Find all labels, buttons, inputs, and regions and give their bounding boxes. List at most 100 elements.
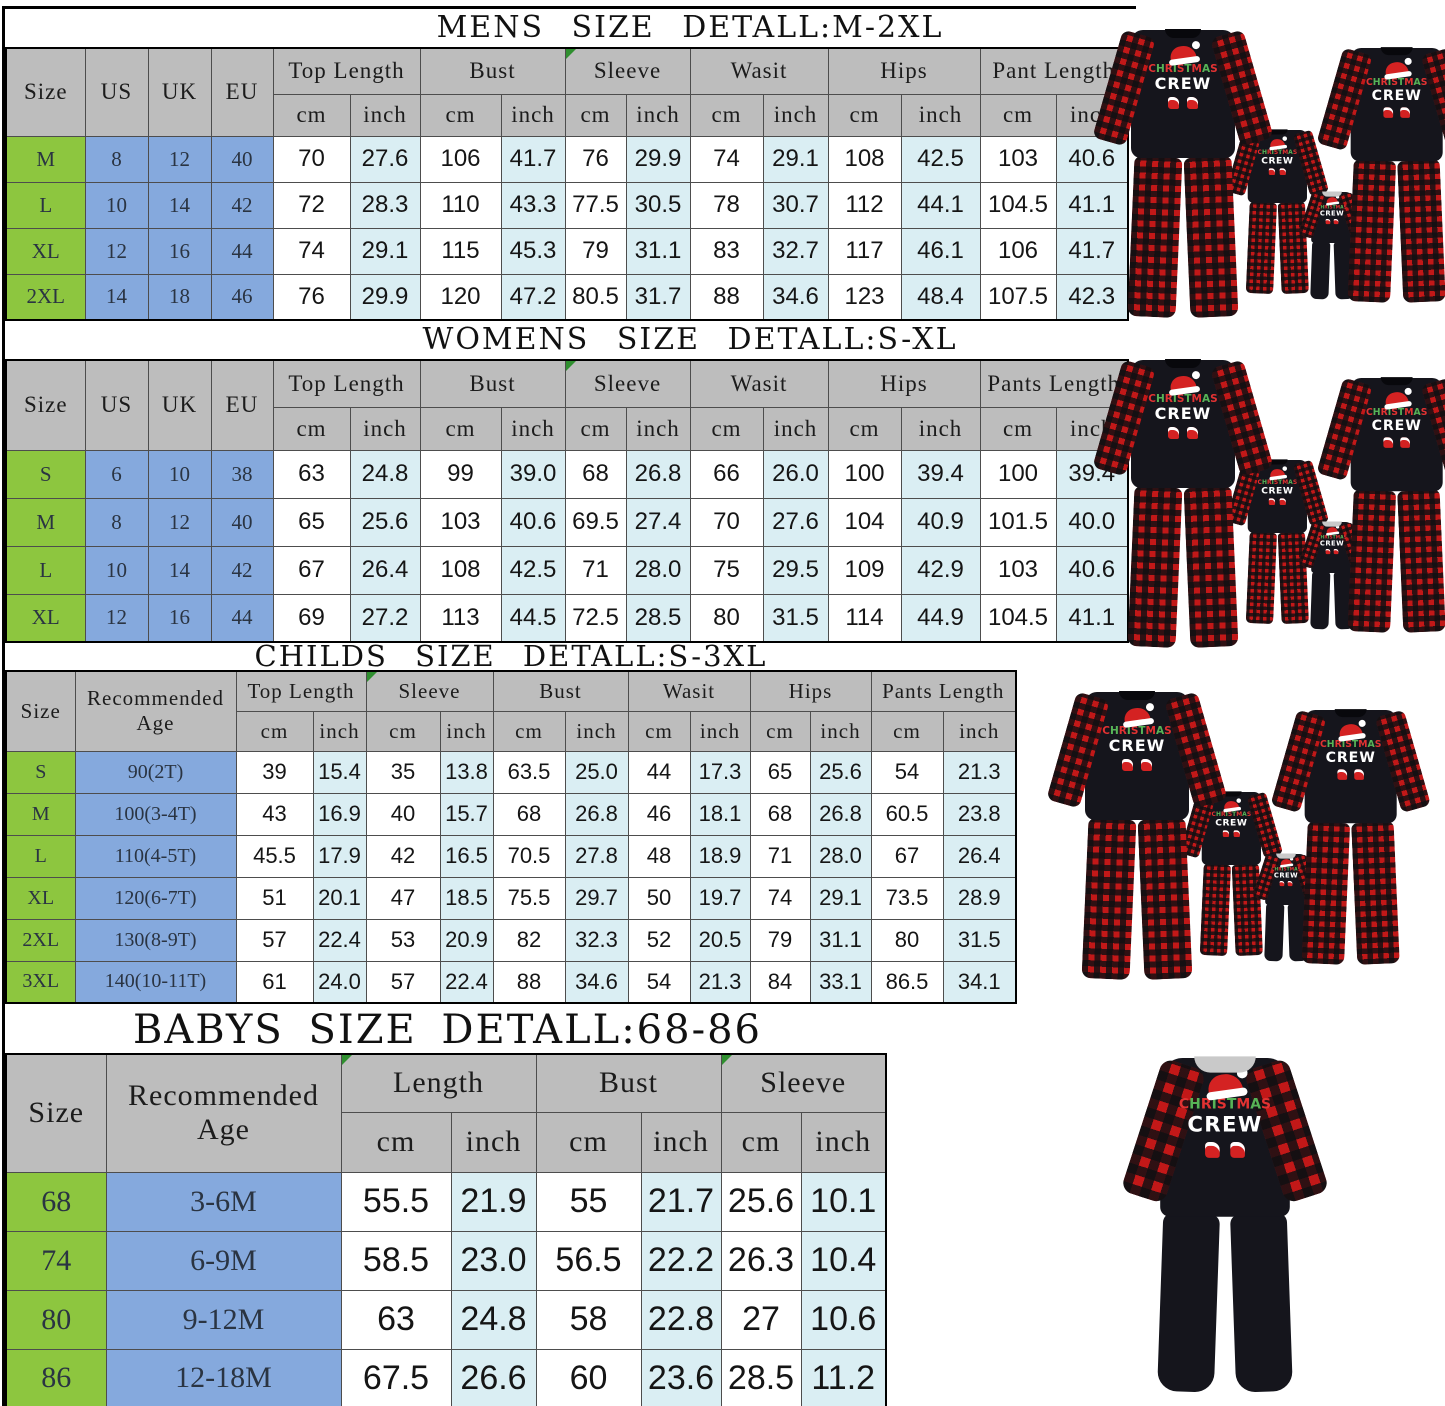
- measurement-cell: 103: [979, 135, 1057, 183]
- unit-header: cm: [827, 93, 902, 137]
- row-size-label: M: [5, 497, 86, 547]
- size-row: XL 12 16 44 74 29.1 115 45.3 79 31.1 83 32.7 117 46.1…: [5, 227, 1129, 275]
- measurement-cell: 120: [419, 273, 502, 321]
- measurement-cell: 11.2: [800, 1348, 887, 1406]
- collar: [1267, 129, 1288, 135]
- row-label-cell: 14: [147, 181, 212, 229]
- row-label-cell: 44: [210, 227, 274, 275]
- romper-legs: [1310, 571, 1354, 630]
- print-line1: CHRISTMAS: [1365, 77, 1428, 88]
- romper-leg-right: [1333, 241, 1354, 300]
- measurement-cell: 83: [689, 227, 764, 275]
- unit-header: cm: [689, 406, 764, 451]
- row-label-cell: 12: [84, 227, 149, 275]
- santa-boots-icon: [1131, 424, 1235, 439]
- size-table-grid: Size US UK EU Top Length Bust Sleeve Wasit Hips P…: [5, 359, 1129, 643]
- santa-hat-icon: [1269, 466, 1288, 481]
- santa-hat-icon: [1223, 798, 1242, 813]
- column-header: Size: [5, 47, 86, 137]
- measurement-cell: 39.4: [900, 449, 981, 499]
- size-row: S 90(2T) 39 15.4 35 13.8 63.5 25.0 44 17.3 65 25.6 5…: [5, 750, 1017, 794]
- christmas-crew-print: CHRISTMAS CREW: [1131, 40, 1235, 109]
- plaid-pant-leg-right: [1231, 863, 1263, 957]
- plaid-sleeve-right: [1337, 521, 1366, 569]
- measurement-cell: 44.1: [900, 181, 981, 229]
- plaid-pant-leg-left: [1347, 489, 1397, 633]
- mens-size-table: Size US UK EU Top Length Bust Sleeve Wasit Hips P…: [5, 47, 1136, 321]
- romper-collar: [1194, 1056, 1256, 1073]
- measurement-cell: 29.9: [349, 273, 421, 321]
- row-size-label: L: [5, 545, 86, 595]
- measurement-cell: 41.7: [1055, 227, 1129, 275]
- measurement-cell: 22.4: [439, 960, 494, 1004]
- unit-header: inch: [564, 710, 629, 752]
- pajama-top: CHRISTMAS CREW: [1316, 377, 1445, 492]
- plaid-sleeve-right: [1337, 191, 1366, 239]
- measurement-cell: 78: [689, 181, 764, 229]
- romper-collar: [1322, 521, 1342, 527]
- measurement-cell: 86.5: [870, 960, 944, 1004]
- measurement-cell: 100: [979, 449, 1057, 499]
- measurement-cell: 68: [564, 449, 627, 499]
- pajama-pants: [1301, 821, 1400, 965]
- santa-hat-icon: [1269, 136, 1288, 151]
- row-label-cell: 42: [210, 181, 274, 229]
- santa-boots-icon: [1248, 496, 1307, 506]
- print-line2: CREW: [1319, 539, 1345, 548]
- measurement-cell: 43.3: [500, 181, 566, 229]
- plaid-sleeve-left: [1298, 521, 1327, 569]
- pajama-pants: [1347, 159, 1445, 303]
- unit-header: cm: [627, 710, 691, 752]
- plaid-sleeve-left: [1179, 791, 1216, 859]
- childs-size-section: CHILDS SIZE DETALL:S-3XL Size Recommended…: [5, 642, 1136, 1004]
- measurement-cell: 21.3: [942, 750, 1017, 794]
- collar: [1334, 709, 1367, 718]
- measurement-cell: 74: [689, 135, 764, 183]
- baby-romper-figure: CHRISTMAS CREW: [1252, 853, 1320, 964]
- unit-header: inch: [640, 1111, 722, 1173]
- row-size-label: XL: [5, 227, 86, 275]
- print-line2: CREW: [1187, 1111, 1263, 1137]
- romper-legs: [1310, 241, 1354, 300]
- measurement-cell: 67: [870, 834, 944, 878]
- size-row: L 110(4-5T) 45.5 17.9 42 16.5 70.5 27.8 48 18.9 71…: [5, 834, 1017, 878]
- plaid-pant-leg-left: [1347, 159, 1397, 303]
- measure-group-header: Sleeve: [365, 670, 494, 712]
- christmas-crew-print: CHRISTMAS CREW: [1202, 798, 1261, 838]
- pajama-set-illustration: CHRISTMAS CREW: [1179, 791, 1284, 958]
- measure-group-header: Top Length: [235, 670, 367, 712]
- measurement-cell: 20.5: [689, 918, 751, 962]
- romper-top: CHRISTMAS CREW: [1298, 521, 1366, 573]
- print-line2: CREW: [1215, 817, 1248, 828]
- santa-boots-icon: [1248, 166, 1307, 176]
- measurement-cell: 23.8: [942, 792, 1017, 836]
- plaid-sleeve-right: [1420, 47, 1445, 152]
- plaid-sleeve-left: [1298, 191, 1327, 239]
- measurement-cell: 46.1: [900, 227, 981, 275]
- christmas-crew-print: CHRISTMAS CREW: [1131, 370, 1235, 439]
- measure-group-header: Hips: [827, 47, 981, 95]
- measurement-cell: 63.5: [492, 750, 566, 794]
- plaid-pant-leg-right: [1183, 486, 1239, 648]
- romper-legs: [1157, 1212, 1293, 1395]
- measurement-cell: 75.5: [492, 876, 566, 920]
- dad-pajama-figure: CHRISTMAS CREW: [1092, 359, 1274, 652]
- measurement-cell: 106: [419, 135, 502, 183]
- measurement-cell: 60: [535, 1348, 642, 1406]
- unit-header: inch: [312, 710, 367, 752]
- plaid-pant-leg-right: [1183, 156, 1239, 318]
- measurement-cell: 17.3: [689, 750, 751, 794]
- santa-hat-icon: [1206, 1067, 1249, 1101]
- print-line1: CHRISTMAS: [1257, 478, 1298, 486]
- measurement-cell: 24.8: [450, 1289, 537, 1350]
- plaid-pant-leg-right: [1397, 489, 1445, 633]
- measurement-cell: 43: [235, 792, 314, 836]
- pajama-top: CHRISTMAS CREW: [1092, 29, 1274, 158]
- pajama-set-illustration: CHRISTMAS CREW: [1270, 709, 1432, 968]
- romper-collar: [1322, 191, 1342, 197]
- measurement-cell: 22.8: [640, 1289, 722, 1350]
- santa-hat-icon: [1168, 370, 1201, 396]
- pajama-set-illustration: CHRISTMAS CREW: [1092, 29, 1274, 322]
- measurement-cell: 10.6: [800, 1289, 887, 1350]
- measurement-cell: 76: [564, 135, 627, 183]
